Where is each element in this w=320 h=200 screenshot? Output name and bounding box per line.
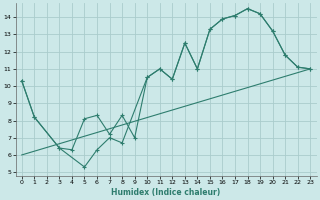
X-axis label: Humidex (Indice chaleur): Humidex (Indice chaleur) [111,188,221,197]
